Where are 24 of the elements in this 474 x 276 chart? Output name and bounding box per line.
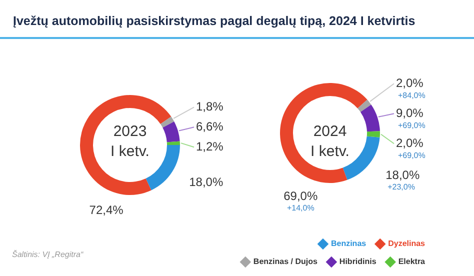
data-label: 9,0% bbox=[396, 106, 424, 120]
data-label: 69,0% bbox=[284, 188, 318, 203]
data-label: 18,0% bbox=[386, 168, 420, 182]
data-label: 1,8% bbox=[196, 99, 224, 114]
text: +69,0% bbox=[398, 150, 426, 160]
data-label: 2,0% bbox=[396, 136, 424, 150]
legend-label: Benzinas / Dujos bbox=[253, 257, 318, 266]
text: +69,0% bbox=[398, 120, 426, 130]
text: 2024 I ketv. bbox=[310, 122, 350, 162]
text: +84,0% bbox=[398, 90, 426, 100]
data-label: 6,6% bbox=[196, 119, 224, 134]
data-label: 72,4% bbox=[89, 203, 124, 218]
data-label: 1,2% bbox=[196, 139, 224, 154]
text: +14,0% bbox=[286, 204, 314, 213]
legend-label: Benzinas bbox=[330, 239, 367, 248]
legend-label: Elektra bbox=[398, 257, 426, 266]
text: Šaltinis: VĮ „Regitra“ bbox=[12, 250, 84, 260]
data-label: 18,0% bbox=[189, 174, 224, 189]
legend-label: Hibridinis bbox=[339, 257, 377, 266]
legend-label: Dyzelinas bbox=[388, 239, 426, 248]
text: 2023 I ketv. bbox=[110, 122, 150, 162]
chart-title: Įvežtų automobilių pasiskirstymas pagal degalų tipą, 2024 I ketvirtis bbox=[13, 14, 416, 28]
data-label: 2,0% bbox=[396, 76, 424, 90]
text: +23,0% bbox=[388, 182, 415, 192]
